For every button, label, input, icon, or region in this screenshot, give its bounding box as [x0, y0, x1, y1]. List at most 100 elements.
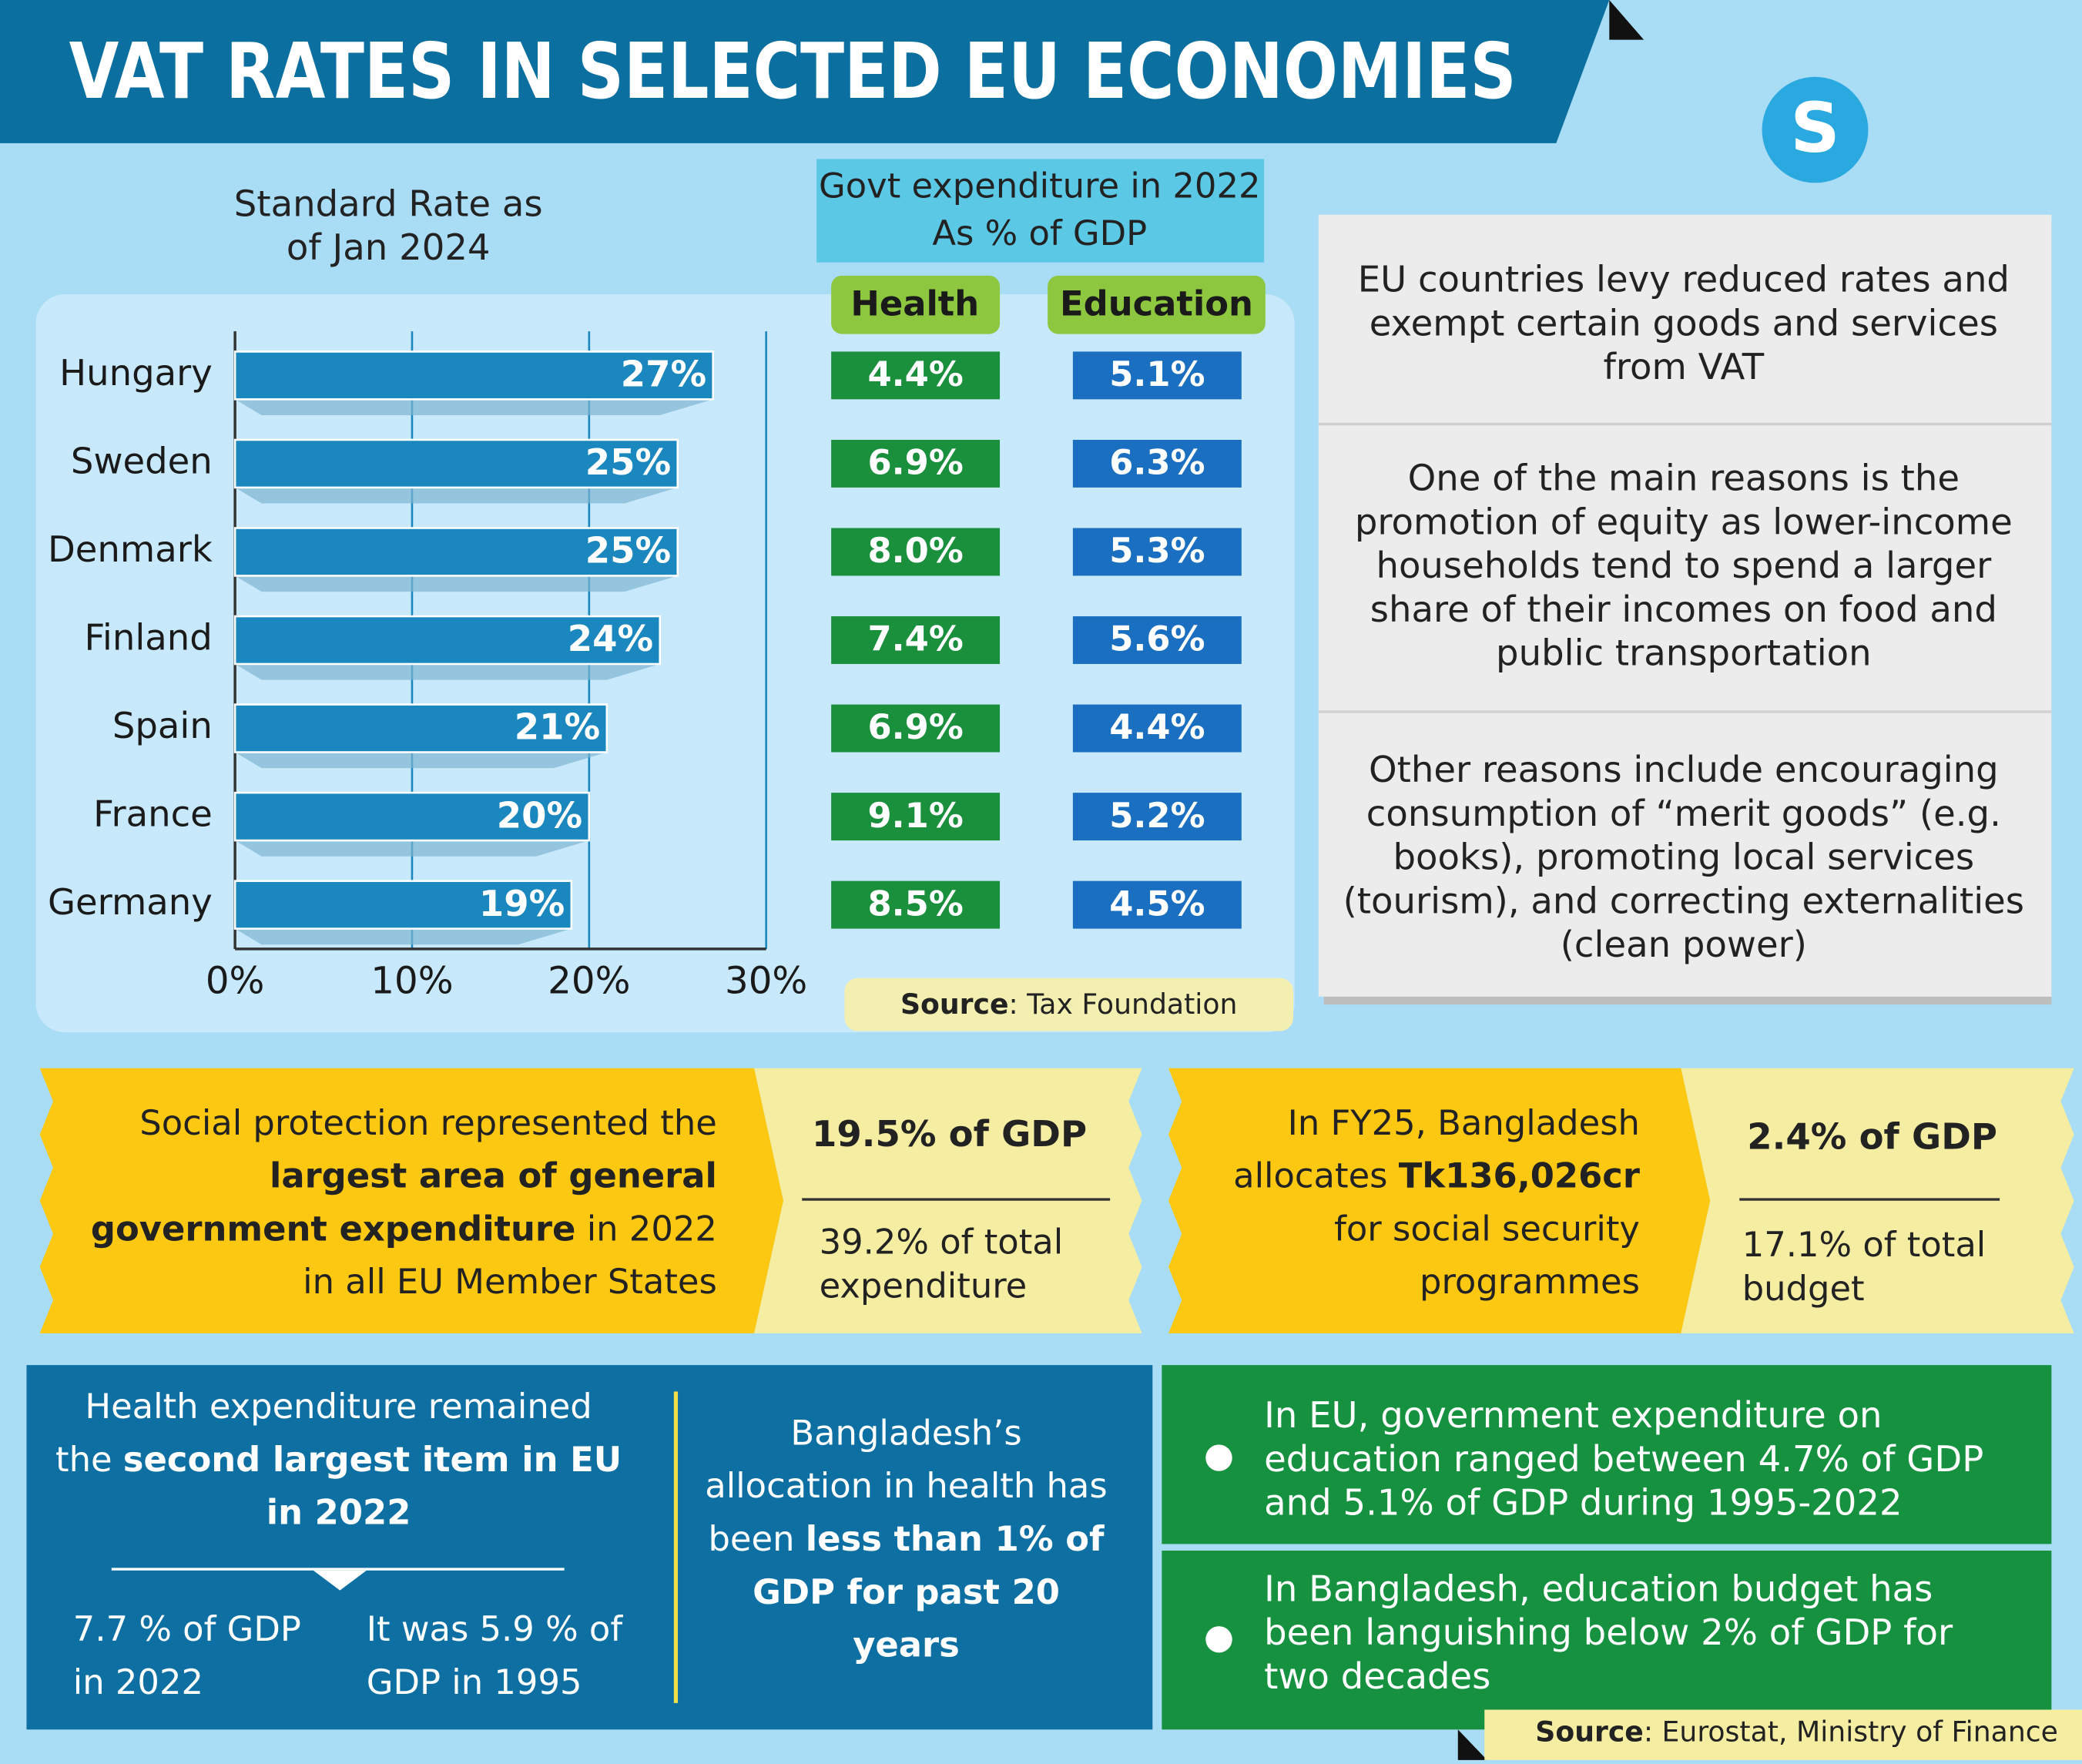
y-tick-label: Hungary	[59, 352, 213, 394]
source: Source: Tax Foundation	[900, 988, 1237, 1021]
table-cell	[1072, 704, 1242, 753]
table-cell	[831, 880, 1001, 929]
table-value: 4.5%	[1109, 883, 1205, 924]
bar	[233, 350, 715, 401]
bar-shadow	[235, 487, 678, 504]
bar	[233, 615, 662, 666]
y-tick-label: Germany	[48, 881, 213, 923]
education-text: In Bangladesh, education budget has been…	[1264, 1569, 1953, 1698]
source-text: : Eurostat, Ministry of Finance	[1644, 1715, 2058, 1748]
logo: S	[1790, 89, 1840, 169]
source-box	[844, 978, 1294, 1031]
value-label: 25%	[585, 441, 671, 483]
bar-shadow	[235, 575, 678, 592]
y-tick-label: Finland	[85, 617, 213, 659]
bar	[233, 527, 679, 577]
column-header: Education	[1060, 283, 1253, 324]
bold-text: less than 1% of GDP for past 20 years	[753, 1520, 1105, 1666]
source-label: Source	[1535, 1715, 1644, 1748]
bar-shadow	[235, 928, 572, 945]
text: Bangladesh’s allocation in health has be…	[705, 1414, 1108, 1561]
table-value: 4.4%	[867, 354, 963, 394]
logo-circle	[1762, 76, 1869, 183]
stat-sub: 39.2% of total expenditure	[819, 1223, 1064, 1307]
table-value: 9.1%	[867, 795, 963, 836]
text: Health expenditure remained the	[55, 1387, 592, 1481]
table-title: Govt expenditure in 2022	[819, 165, 1260, 206]
bar	[233, 703, 609, 753]
y-tick-label: Denmark	[48, 528, 213, 570]
table-value: 6.9%	[867, 706, 963, 747]
bold-text: Tk136,026cr	[1398, 1157, 1640, 1197]
bold-text: second largest item in EU in 2022	[122, 1440, 622, 1534]
education-panel	[1162, 1550, 2052, 1730]
pointer	[313, 1570, 367, 1591]
bold-text: largest area of general government expen…	[90, 1157, 717, 1250]
x-tick-label: 10%	[370, 960, 453, 1003]
note: One of the main reasons is the promotion…	[1354, 458, 2013, 675]
social-bd-band	[1168, 1068, 1711, 1333]
note: Other reasons include encouraging consum…	[1343, 750, 2025, 967]
value-label: 24%	[568, 618, 653, 659]
table-subtitle: As % of GDP	[932, 213, 1147, 253]
health-eu-right: It was 5.9 % of GDP in 1995	[366, 1610, 623, 1703]
health-bd-text: Bangladesh’s allocation in health has be…	[704, 1407, 1109, 1672]
source-text: : Tax Foundation	[1008, 988, 1237, 1021]
text: In FY25, Bangladesh allocates	[1233, 1104, 1640, 1197]
table-header-box	[816, 159, 1265, 263]
bar-chart: 0% 10% 20% 30% Hungary 27% Sweden 25% Denmark 25%…	[48, 331, 1242, 1003]
health-eu-text: Health expenditure remained the second l…	[53, 1381, 624, 1540]
table-value: 8.5%	[867, 883, 963, 924]
value-label: 19%	[479, 883, 565, 924]
education-panel	[1162, 1365, 2052, 1544]
source-label: Source	[900, 988, 1009, 1021]
social-eu-text: Social protection represented the larges…	[53, 1098, 717, 1310]
text: for social security programmes	[1334, 1209, 1640, 1303]
title-banner	[0, 0, 1610, 143]
health-panel	[26, 1365, 1153, 1730]
table-cell	[831, 793, 1001, 841]
table-cell	[1072, 528, 1242, 576]
table-cell	[1072, 793, 1242, 841]
table-cell	[831, 351, 1001, 400]
table-value: 7.4%	[867, 619, 963, 659]
notes-box	[1318, 214, 2052, 997]
page-title: VAT RATES IN SELECTED EU ECONOMIES	[69, 26, 1517, 116]
table-value: 5.6%	[1109, 619, 1205, 659]
table-value: 6.3%	[1109, 442, 1205, 483]
table-value: 4.4%	[1109, 706, 1205, 747]
column-pill	[831, 275, 1001, 334]
stat: 2.4% of GDP	[1747, 1117, 1997, 1159]
table-cell	[831, 528, 1001, 576]
stat-sub: 17.1% of total budget	[1742, 1226, 1986, 1310]
table-cell	[1072, 439, 1242, 488]
bullet	[1205, 1444, 1232, 1471]
bar-shadow	[235, 752, 607, 769]
table-value: 5.2%	[1109, 795, 1205, 836]
table-cell	[831, 616, 1001, 664]
table-value: 5.3%	[1109, 530, 1205, 571]
y-tick-label: France	[93, 793, 213, 835]
value-label: 21%	[515, 706, 600, 748]
text: in 2022 in all EU Member States	[303, 1209, 717, 1303]
stat: 19.5% of GDP	[811, 1114, 1088, 1156]
table-cell	[1072, 351, 1242, 400]
bar-shadow	[235, 840, 589, 857]
value-label: 25%	[585, 530, 671, 572]
value-label: 27%	[621, 354, 706, 395]
bullet	[1205, 1626, 1232, 1653]
bar	[233, 438, 679, 489]
value-label: 20%	[497, 794, 582, 836]
x-tick-label: 20%	[548, 960, 630, 1003]
table-cell	[1072, 880, 1242, 929]
x-tick-label: 30%	[725, 960, 807, 1003]
x-tick-label: 0%	[206, 960, 265, 1003]
source-box	[1484, 1709, 2082, 1760]
social-bd-text: In FY25, Bangladesh allocates Tk136,026c…	[1182, 1098, 1640, 1310]
y-tick-label: Spain	[112, 705, 213, 746]
social-eu-band	[39, 1068, 784, 1333]
bar-shadow	[235, 399, 713, 416]
text: Social protection represented the	[139, 1104, 717, 1144]
